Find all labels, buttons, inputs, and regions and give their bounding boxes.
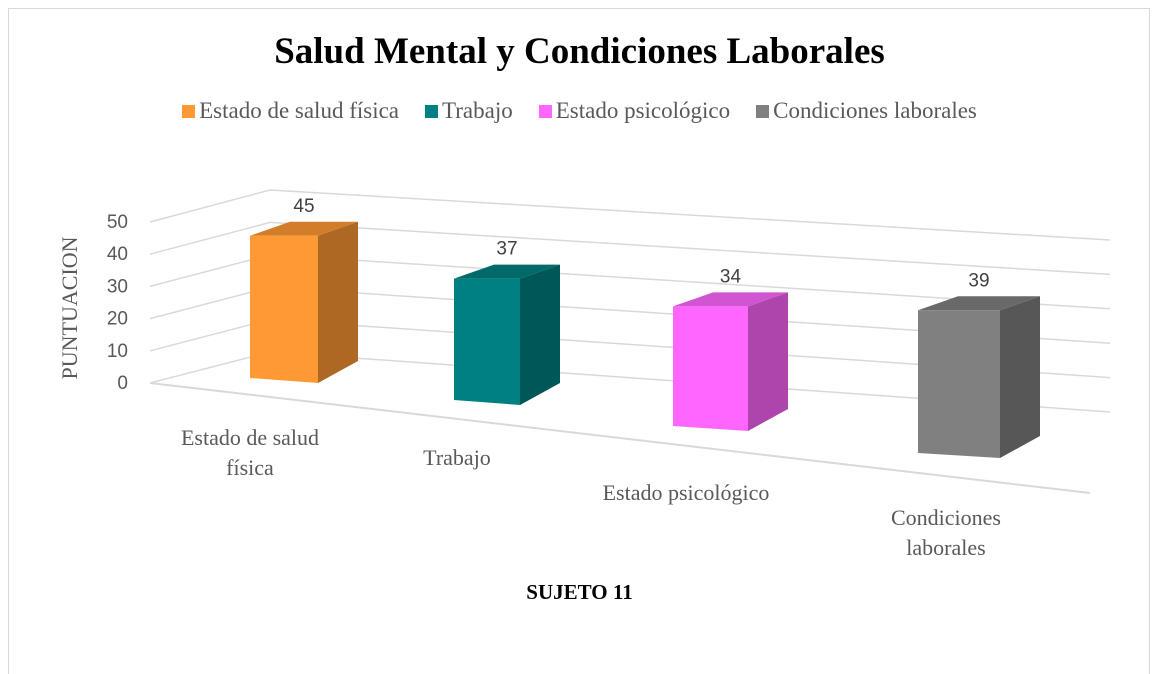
x-tick-label: Condiciones laborales [891, 505, 1001, 560]
bar-side [520, 264, 560, 405]
bar-top [918, 296, 1040, 311]
data-label: 39 [968, 270, 989, 291]
x-tick-label: Estado de salud física [180, 425, 320, 480]
bar-top [673, 292, 788, 307]
chart-title: Salud Mental y Condiciones Laborales [274, 31, 885, 72]
y-tick-label: 20 [107, 309, 128, 330]
data-label: 45 [293, 196, 314, 217]
y-tick-label: 30 [107, 276, 128, 297]
y-tick-label: 50 [107, 212, 128, 233]
x-axis-label: SUJETO 11 [526, 580, 633, 604]
legend-label: Condiciones laborales [773, 98, 977, 123]
y-tick-label: 40 [107, 244, 128, 265]
legend-swatch [538, 104, 552, 118]
legend-item: Estado psicológico [538, 98, 731, 124]
legend-item: Trabajo [425, 98, 513, 124]
legend-item: Condiciones laborales [756, 98, 977, 124]
bar [918, 310, 1000, 458]
data-label: 34 [720, 266, 742, 287]
legend-swatch [756, 104, 770, 118]
legend: Estado de salud física Trabajo Estado psic… [0, 98, 1159, 124]
floor-edge [149, 382, 1091, 494]
legend-swatch [425, 104, 439, 118]
y-tick-label: 0 [117, 373, 128, 394]
bar-side [318, 221, 358, 383]
legend-label: Trabajo [442, 98, 513, 123]
bar [454, 278, 520, 405]
x-tick-label: Trabajo [423, 445, 491, 470]
bar-top [250, 221, 358, 236]
x-tick-label: Estado psicológico [602, 480, 770, 505]
chart-frame [8, 8, 1150, 674]
legend-swatch [182, 104, 196, 118]
legend-item: Estado de salud física [182, 98, 399, 124]
bar-side [748, 292, 788, 431]
y-tick-label: 10 [107, 341, 128, 362]
y-axis-label: PUNTUACION [57, 236, 82, 380]
bar-side [1000, 296, 1040, 458]
legend-label: Estado de salud física [199, 98, 400, 123]
bar-top [454, 264, 560, 279]
bar [673, 306, 748, 431]
bar [250, 235, 318, 383]
grid-line [149, 221, 1111, 276]
grid-line [149, 189, 1111, 241]
legend-label: Estado psicológico [555, 98, 731, 123]
data-label: 37 [496, 239, 517, 260]
